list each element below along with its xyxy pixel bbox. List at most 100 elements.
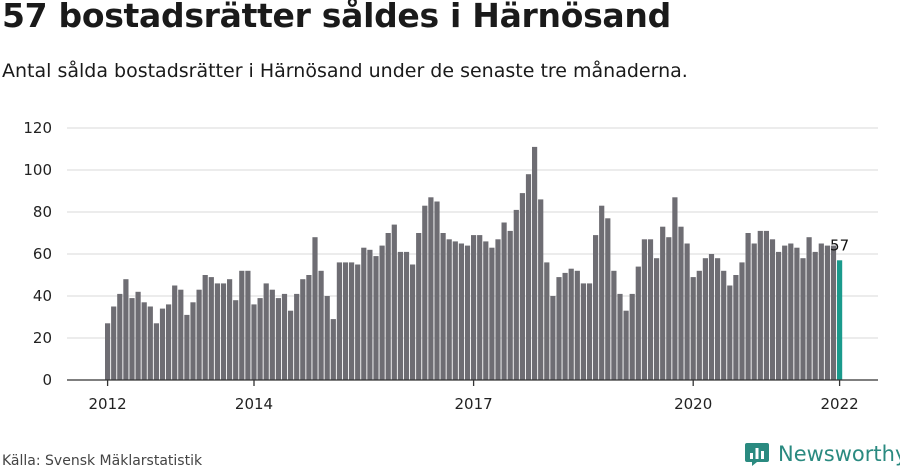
bar: [715, 258, 721, 380]
bar: [544, 262, 550, 380]
bar: [306, 275, 312, 380]
bar: [696, 270, 702, 380]
bar: [269, 289, 275, 380]
bar: [629, 293, 635, 380]
bar: [580, 283, 586, 380]
bar: [721, 270, 727, 380]
newsworthy-logo-icon: [745, 443, 769, 466]
bar: [641, 239, 647, 380]
bar: [666, 237, 672, 380]
x-tick-label: 2012: [89, 395, 127, 410]
bar: [446, 239, 452, 380]
x-tick-label: 2014: [235, 395, 273, 410]
bar: [428, 197, 434, 380]
bar: [172, 285, 178, 380]
bar: [824, 245, 830, 380]
chart-title: 57 bostadsrätter såldes i Härnösand: [2, 0, 671, 35]
bar: [251, 304, 257, 380]
bar: [611, 270, 617, 380]
last-value-callout: 57: [830, 236, 849, 254]
bar: [489, 247, 495, 380]
bar: [647, 239, 654, 380]
bar: [373, 256, 379, 380]
bar: [513, 209, 519, 380]
bar: [800, 258, 806, 380]
bar: [263, 283, 269, 380]
bar: [117, 293, 123, 380]
y-tick-label: 100: [23, 161, 52, 179]
bar: [623, 310, 629, 380]
bar: [501, 222, 507, 380]
bar: [403, 251, 410, 380]
bar: [190, 302, 196, 380]
y-tick-label: 120: [23, 119, 52, 137]
bar: [379, 245, 385, 380]
y-tick-label: 60: [33, 245, 52, 263]
bar: [367, 249, 373, 380]
bar: [757, 230, 763, 380]
bar: [483, 241, 489, 380]
bar: [147, 306, 153, 380]
bar: [794, 247, 800, 380]
bar: [525, 174, 532, 380]
brand-name: Newsworthy: [778, 442, 900, 466]
bar: [556, 277, 562, 380]
bar: [342, 262, 349, 380]
bar: [690, 277, 696, 380]
bar: [361, 247, 367, 380]
bar: [440, 233, 446, 380]
bar: [593, 235, 599, 380]
bar: [788, 243, 794, 380]
bar: [288, 310, 294, 380]
bar: [458, 243, 464, 380]
bar-chart: 0 20 40 60 80 100 120 2012 2014 2017 2020 2022 57: [23, 119, 878, 410]
bar: [300, 279, 306, 380]
y-tick-label: 0: [42, 371, 52, 389]
bar: [806, 237, 812, 380]
bar: [202, 275, 208, 380]
bar: [178, 289, 184, 380]
x-tick-label: 2017: [455, 395, 493, 410]
bar: [141, 302, 147, 380]
bar: [769, 239, 776, 380]
bar: [257, 298, 263, 380]
bar: [727, 285, 733, 380]
bar: [763, 230, 769, 380]
bar: [654, 258, 660, 380]
bar: [605, 218, 611, 380]
bar: [281, 293, 288, 380]
bar: [245, 270, 251, 380]
bar: [318, 270, 324, 380]
bar: [184, 314, 190, 380]
y-tick-label: 20: [33, 329, 52, 347]
bar: [416, 233, 422, 380]
bar: [538, 199, 544, 380]
bars: [105, 146, 843, 380]
bar: [550, 296, 556, 380]
bar: [672, 197, 678, 380]
bar-current: [837, 260, 843, 380]
bar: [434, 201, 440, 380]
x-axis: 2012 2014 2017 2020 2022: [67, 379, 878, 410]
bar: [196, 289, 202, 380]
bar: [464, 245, 471, 380]
bar: [159, 308, 166, 380]
bar: [422, 205, 428, 380]
bar: [684, 243, 690, 380]
bar: [519, 193, 525, 380]
bar: [708, 254, 715, 380]
bar: [751, 243, 757, 380]
bar: [818, 243, 824, 380]
bar: [477, 235, 483, 380]
bar: [568, 268, 574, 380]
bar: [586, 283, 593, 380]
bar: [452, 241, 458, 380]
source-note: Källa: Svensk Mäklarstatistik: [2, 453, 203, 469]
bar: [397, 251, 403, 380]
brand: Newsworthy: [744, 441, 900, 467]
bar: [776, 251, 782, 380]
bar: [660, 226, 666, 380]
bar: [617, 293, 623, 380]
bar: [385, 233, 391, 380]
x-tick-label: 2020: [674, 395, 712, 410]
